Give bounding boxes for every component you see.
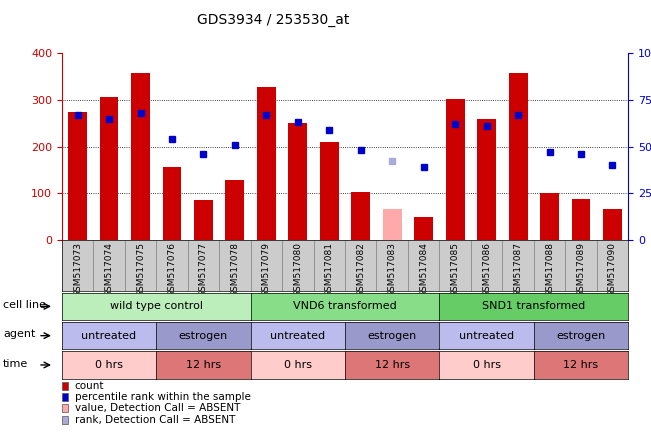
Text: untreated: untreated (459, 331, 514, 341)
Bar (603, 209, 622, 240)
Bar (100, 97, 118, 240)
Text: GSM517084: GSM517084 (419, 242, 428, 297)
Bar (477, 119, 496, 240)
Text: VND6 transformed: VND6 transformed (293, 301, 397, 311)
Text: value, Detection Call = ABSENT: value, Detection Call = ABSENT (75, 404, 240, 413)
Text: GSM517073: GSM517073 (73, 242, 82, 297)
Text: percentile rank within the sample: percentile rank within the sample (75, 392, 251, 402)
Text: GSM517074: GSM517074 (105, 242, 113, 297)
Bar (572, 199, 590, 240)
Text: SND1 transformed: SND1 transformed (482, 301, 585, 311)
Text: estrogen: estrogen (557, 331, 605, 341)
Bar (383, 209, 402, 240)
Text: rank, Detection Call = ABSENT: rank, Detection Call = ABSENT (75, 415, 235, 424)
Bar (62, 382, 68, 390)
Text: 0 hrs: 0 hrs (284, 360, 312, 370)
Text: estrogen: estrogen (368, 331, 417, 341)
Text: GSM517087: GSM517087 (514, 242, 523, 297)
Bar (508, 73, 527, 240)
Text: 12 hrs: 12 hrs (564, 360, 598, 370)
Text: GDS3934 / 253530_at: GDS3934 / 253530_at (197, 13, 350, 28)
Bar (540, 193, 559, 240)
Text: GSM517075: GSM517075 (136, 242, 145, 297)
Text: GSM517081: GSM517081 (325, 242, 334, 297)
Bar (62, 416, 68, 424)
Bar (194, 200, 213, 240)
Text: GSM517085: GSM517085 (450, 242, 460, 297)
Bar (257, 87, 276, 240)
Text: untreated: untreated (81, 331, 137, 341)
Bar (352, 192, 370, 240)
Text: GSM517080: GSM517080 (294, 242, 302, 297)
Text: GSM517086: GSM517086 (482, 242, 491, 297)
Text: untreated: untreated (270, 331, 326, 341)
Text: GSM517090: GSM517090 (608, 242, 617, 297)
Bar (320, 142, 339, 240)
Bar (68, 111, 87, 240)
Text: GSM517078: GSM517078 (230, 242, 240, 297)
Text: time: time (3, 359, 28, 369)
Text: GSM517077: GSM517077 (199, 242, 208, 297)
Text: GSM517076: GSM517076 (167, 242, 176, 297)
Text: GSM517089: GSM517089 (577, 242, 585, 297)
Bar (225, 180, 244, 240)
Text: wild type control: wild type control (110, 301, 202, 311)
Text: cell line: cell line (3, 300, 46, 310)
Text: count: count (75, 381, 104, 391)
Bar (62, 404, 68, 412)
Bar (288, 123, 307, 240)
Text: estrogen: estrogen (179, 331, 228, 341)
Text: 12 hrs: 12 hrs (375, 360, 409, 370)
Bar (414, 218, 433, 240)
Text: agent: agent (3, 329, 35, 339)
Text: GSM517079: GSM517079 (262, 242, 271, 297)
Text: 12 hrs: 12 hrs (186, 360, 221, 370)
Text: 0 hrs: 0 hrs (95, 360, 123, 370)
Text: GSM517083: GSM517083 (388, 242, 396, 297)
Bar (131, 73, 150, 240)
Text: GSM517088: GSM517088 (545, 242, 554, 297)
Bar (62, 393, 68, 401)
Text: 0 hrs: 0 hrs (473, 360, 501, 370)
Text: GSM517082: GSM517082 (356, 242, 365, 297)
Bar (446, 99, 465, 240)
Bar (163, 167, 182, 240)
